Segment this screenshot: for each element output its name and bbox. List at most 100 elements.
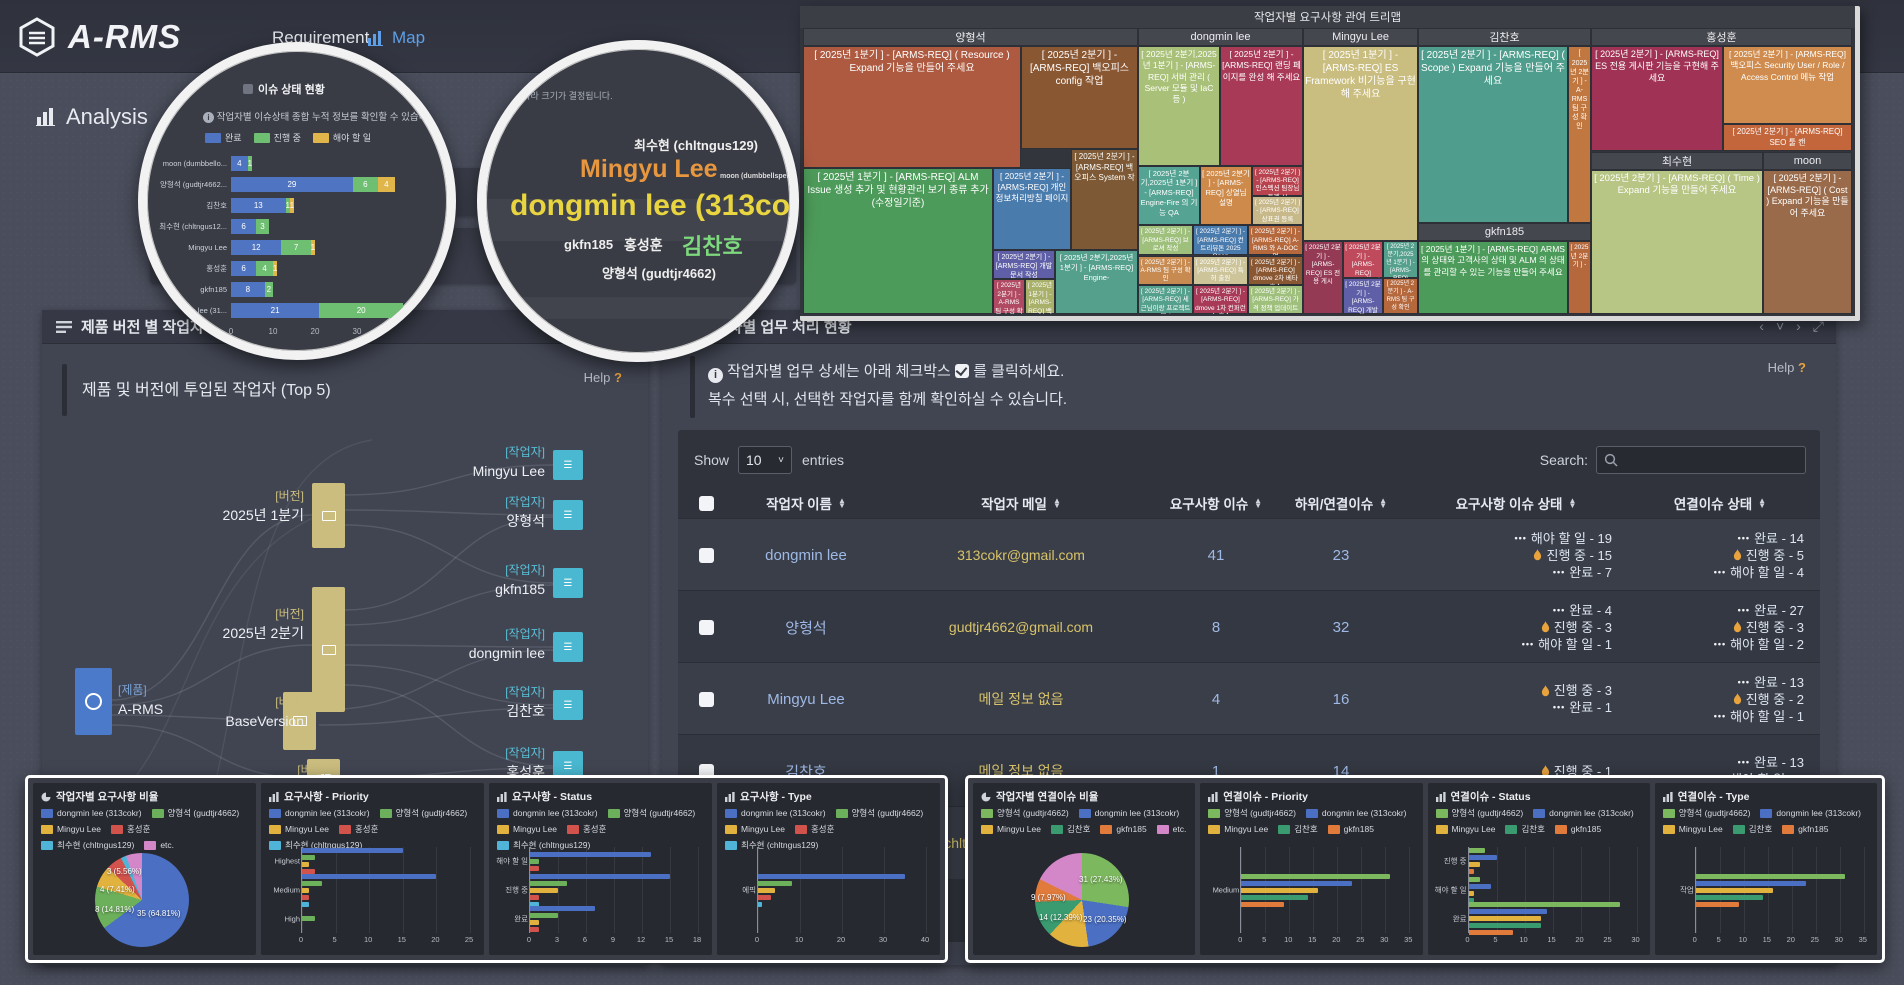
page-size-select[interactable]: 10 ˅: [738, 446, 792, 474]
version-node[interactable]: [312, 483, 345, 548]
treemap-cell[interactable]: [ 2025년 2분기 ] - [ARMS-REQ] ( Scope ) Exp…: [1418, 46, 1568, 223]
column-header[interactable]: 연결이슈 상태 ▲ ▼: [1673, 496, 1767, 513]
search-input[interactable]: [1596, 446, 1806, 474]
fullscreen-icon[interactable]: ⤢: [1812, 318, 1824, 334]
wordcloud-word[interactable]: 최수현 (chltngus129): [634, 138, 759, 153]
wordcloud-word[interactable]: dongmin lee (313cokr): [510, 189, 799, 222]
treemap-cell[interactable]: [ 2025년 1분기 ] - [ARMS-REQ] 백오피스 Security: [1025, 279, 1055, 314]
treemap-cell[interactable]: [ 2025년 2분기 ] - [ARMS-REQ] ( Cost ) Expa…: [1763, 169, 1852, 314]
row-checkbox[interactable]: [686, 591, 726, 663]
treemap-cell[interactable]: [ 2025년 2분기 ] - A-RMS 팀 구성 확인: [1383, 278, 1418, 314]
row-checkbox[interactable]: [686, 663, 726, 735]
wordcloud-word[interactable]: 김찬호: [682, 234, 743, 259]
treemap-group-header[interactable]: moon: [1763, 151, 1852, 170]
column-header[interactable]: 요구사항 이슈 ▲ ▼: [1169, 496, 1263, 513]
treemap-cell[interactable]: [ 2025년 1분기 ] - [ARMS-REQ] ARMS의 상태와 고객사…: [1418, 241, 1568, 314]
treemap-cell[interactable]: [ 2025년 2분기,2025년 1분기 ] - [ARMS-REQ] Eng…: [1138, 165, 1200, 226]
app-logo[interactable]: A-RMS: [16, 16, 181, 58]
treemap-cell[interactable]: [ 2025년 2분기 ] - [ARMS-REQ] 가격 정책 업데이트: [1248, 284, 1303, 314]
treemap-cell[interactable]: [ 2025년 2분기,2025년 1분기 ] - [ARMS-REQ]: [1383, 241, 1418, 279]
checkbox[interactable]: [698, 495, 714, 511]
treemap-cell[interactable]: [ 2025년 2분기 ] - A-RMS 팀 구성 확인: [1138, 255, 1193, 285]
treemap-cell[interactable]: [ 2025년 2분기 ] - [ARMS-REQ] dmove 2차 베타 후…: [1248, 255, 1303, 285]
treemap-cell[interactable]: [ 2025년 2분기 ] - [ARMS-REQ] 세근님이랑 프로젝트뷰 (: [1138, 284, 1193, 314]
wordcloud-word[interactable]: Mingyu Lee: [580, 155, 718, 183]
treemap-cell[interactable]: [ 2025년 1분기 ] - [ARMS-REQ] ES Framework …: [1303, 46, 1418, 242]
sort-icon[interactable]: ▲ ▼: [1052, 496, 1061, 510]
treemap-cell[interactable]: [ 2025년 2분기 ] - [ARMS-REQ] 개발 문서 작성: [993, 250, 1055, 280]
version-node[interactable]: [312, 587, 345, 712]
checkbox[interactable]: [698, 763, 714, 779]
treemap-cell[interactable]: [ 2025년 2분기 ] - [ARMS-REQ] 개발 문서 작: [1343, 278, 1383, 314]
product-node[interactable]: [75, 668, 112, 735]
treemap-cell[interactable]: [ 2025년 2분기 ] - [ARMS-REQ] 랜딩 페이지를 완성 해 …: [1220, 46, 1303, 166]
treemap-cell[interactable]: [ 2025년 2분기 ] - [ARMS-REQ] Spring AI 적: [1343, 241, 1383, 279]
wordcloud-word[interactable]: moon (dumbbellsper): [720, 173, 792, 180]
worker-node[interactable]: ☰: [553, 568, 583, 598]
collapse-icon[interactable]: ˅: [1775, 318, 1785, 334]
treemap-cell[interactable]: [ 2025년 1분기 ] - [ARMS-REQ] ALM Issue 생성 …: [803, 167, 993, 314]
treemap-cell[interactable]: [ 2025년 2분기 ] - [ARMS-REQ] 상표권 등록: [1252, 195, 1303, 226]
sort-icon[interactable]: ▲ ▼: [1254, 496, 1263, 510]
table-row[interactable]: 양형석 gudtjr4662@gmail.com 8 32 ••• 완료 - 4 진행 중 …: [678, 590, 1820, 663]
worker-node[interactable]: ☰: [553, 690, 583, 720]
column-header[interactable]: 작업자 이름 ▲ ▼: [766, 496, 846, 513]
treemap-group-header[interactable]: 양형석: [803, 28, 1138, 47]
select-all-checkbox[interactable]: [686, 488, 726, 518]
treemap-cell[interactable]: [ 2025년 2분기,2025년 1분기 ] - [ARMS-REQ] 서버 …: [1138, 46, 1220, 166]
treemap-cell[interactable]: [ 2025년 2분기 ] - [ARMS-REQ] ES 전용 게시: [1303, 241, 1343, 314]
treemap-cell[interactable]: [ 2025년 2분기 ] - [ARMS-REQ] 컨트리뷰톤 2025 Op…: [1193, 225, 1248, 256]
treemap-cell[interactable]: [ 2025년 2분기 ] - A-RMS 팀 구성 확인: [993, 279, 1025, 314]
wordcloud-word[interactable]: gkfn185: [564, 237, 614, 252]
nav-item-map[interactable]: Map: [368, 28, 425, 48]
column-header[interactable]: 요구사항 이슈 상태 ▲ ▼: [1455, 496, 1577, 513]
treemap-cell[interactable]: [ 2025년 2분기 ] - [ARMS-REQ] 상열님 설명: [1200, 165, 1252, 226]
treemap-cell[interactable]: [ 2025년 1분기 ] - [ARMS-REQ] ( Resource ) …: [803, 46, 1021, 168]
wordcloud-word[interactable]: 양형석 (gudtjr4662): [602, 266, 716, 281]
worker-node[interactable]: ☰: [553, 632, 583, 662]
row-checkbox[interactable]: [686, 735, 726, 807]
treemap-cell[interactable]: [ 2025년 2분기 ] - [ARMS-REQ] A-RMS 와 A-DOC…: [1248, 225, 1303, 256]
treemap-group-header[interactable]: 최수현: [1591, 151, 1763, 170]
treemap-cell[interactable]: [ 2025년 2분기 ] - [ARMS-REQ] 인스펙션 팀장님들께 시: [1252, 165, 1303, 196]
help-link[interactable]: Help ?: [583, 370, 622, 385]
treemap-cell[interactable]: [ 2025년 2분기 ] - [ARMS-REQ] ( Time ) Expa…: [1591, 169, 1763, 314]
treemap-group-header[interactable]: dongmin lee: [1138, 28, 1303, 47]
treemap-group-header[interactable]: 김찬호: [1418, 28, 1591, 47]
sort-icon[interactable]: ▲ ▼: [1758, 496, 1767, 510]
treemap-group-header[interactable]: Mingyu Lee: [1303, 28, 1418, 47]
treemap-cell[interactable]: [ 2025년 2분기 ] - [ARMS-REQ] SEO 툴 캔: [1723, 124, 1852, 152]
treemap-cell[interactable]: [ 2025년 2분기 ] - [ARMS-REQ] 개인정보처리방침 페이지: [993, 167, 1071, 251]
table-row[interactable]: dongmin lee 313cokr@gmail.com 41 23 ••• 해야 할 …: [678, 518, 1820, 591]
checkbox[interactable]: [698, 619, 714, 635]
column-header[interactable]: 하위/연결이슈 ▲ ▼: [1294, 496, 1388, 513]
next-icon[interactable]: ›: [1796, 318, 1801, 334]
bar-chart-icon: [1435, 791, 1446, 802]
checkbox[interactable]: [698, 547, 714, 563]
treemap-group-header[interactable]: gkfn185: [1418, 223, 1591, 242]
version-node[interactable]: [283, 692, 316, 750]
sort-icon[interactable]: ▲ ▼: [1379, 496, 1388, 510]
checkbox[interactable]: [698, 691, 714, 707]
treemap-cell[interactable]: [ 2025년 2분기 ] - [ARMS-REQ] 특허 출원: [1193, 255, 1248, 285]
sort-icon[interactable]: ▲ ▼: [837, 496, 846, 510]
treemap-cell[interactable]: [ 2025 년 2분 기 ] -: [1568, 241, 1591, 314]
table-row[interactable]: Mingyu Lee 메일 정보 없음 4 16 진행 중 - 3 ••• 완료 - 1 ••…: [678, 662, 1820, 735]
wordcloud-word[interactable]: 홍성훈: [624, 237, 663, 253]
treemap-group-header[interactable]: 홍성훈: [1591, 28, 1852, 47]
help-link[interactable]: Help ?: [1767, 360, 1806, 375]
treemap-cell[interactable]: [ 2025년 2분기,2025년 1분기 ] - [ARMS-REQ] Eng…: [1055, 250, 1138, 314]
worker-node[interactable]: ☰: [553, 450, 583, 480]
worker-node[interactable]: ☰: [553, 500, 583, 530]
treemap-cell[interactable]: [ 2025년 2분기 ] - [ARMS-REQ] dmove 1차 컨퍼런스…: [1193, 284, 1248, 314]
treemap-cell[interactable]: [ 2025년 2분기 ] - [ARMS-REQ] 백오피스 Security…: [1723, 46, 1852, 125]
prev-icon[interactable]: ‹: [1759, 318, 1764, 334]
row-checkbox[interactable]: [686, 519, 726, 591]
treemap-cell[interactable]: [ 2025년 2분기 ] - [ARMS-REQ] 백오피스 config 작…: [1021, 46, 1138, 150]
treemap-cell[interactable]: [ 2025년 2분기 ] - [ARMS-REQ] ES 전용 게시판 기능을…: [1591, 46, 1723, 152]
treemap-cell[interactable]: [ 2025 년 2분 기 ] - A-RMS 팀 구 성 확 인: [1568, 46, 1591, 223]
treemap-cell[interactable]: [ 2025년 2분기 ] - [ARMS-REQ] 브로셔 작성: [1138, 225, 1193, 256]
treemap-cell[interactable]: [ 2025년 2분기 ] - [ARMS-REQ] 백오피스 System 작: [1071, 149, 1138, 251]
sort-icon[interactable]: ▲ ▼: [1568, 496, 1577, 510]
column-header[interactable]: 작업자 메일 ▲ ▼: [981, 496, 1061, 513]
